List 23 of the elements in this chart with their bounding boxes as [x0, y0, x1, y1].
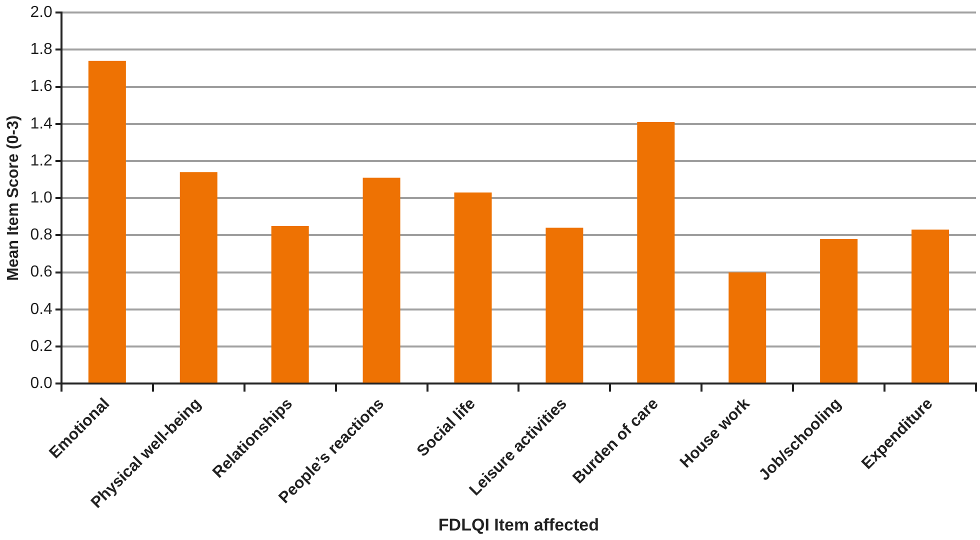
- y-tick-label: 1.2: [30, 152, 53, 170]
- y-tick-label: 0.8: [30, 226, 53, 244]
- bar: [271, 226, 309, 383]
- x-axis-title: FDLQI Item affected: [438, 515, 600, 534]
- y-tick-label: 0.2: [30, 338, 53, 355]
- bar: [637, 122, 675, 383]
- y-tick-label: 1.0: [30, 190, 53, 207]
- y-tick-label: 1.6: [30, 78, 53, 96]
- bar: [728, 272, 766, 383]
- y-tick-label: 0.4: [30, 300, 53, 318]
- bar: [546, 228, 584, 383]
- y-tick-label: 2.0: [30, 4, 53, 22]
- bar: [362, 178, 400, 383]
- bar: [454, 192, 492, 383]
- y-tick-label: 1.4: [30, 115, 53, 132]
- y-axis-title: Mean Item Score (0-3): [5, 115, 22, 281]
- y-tick-label: 0.6: [30, 264, 53, 281]
- bar: [912, 230, 950, 383]
- bar: [820, 238, 858, 383]
- y-tick-label: 0.0: [30, 375, 53, 392]
- bar: [88, 60, 126, 383]
- y-tick-label: 1.8: [30, 41, 53, 58]
- bar: [180, 172, 218, 383]
